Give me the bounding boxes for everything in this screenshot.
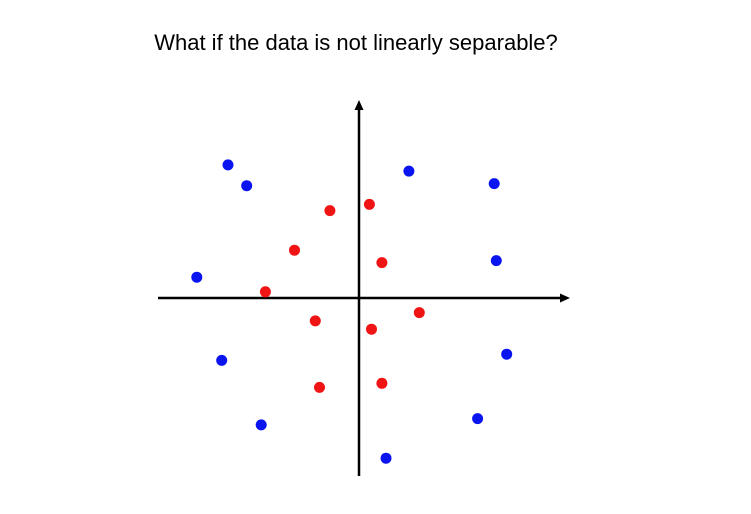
red-point <box>289 244 300 256</box>
red-point <box>309 315 321 327</box>
axes <box>158 100 570 476</box>
red-point <box>324 205 336 217</box>
y-axis-arrowhead <box>354 100 364 110</box>
blue-point <box>490 255 502 267</box>
blue-point <box>191 271 203 283</box>
red-point <box>376 377 388 389</box>
red-point <box>376 257 388 269</box>
red-point <box>366 323 377 335</box>
blue-point <box>216 354 228 366</box>
x-axis-arrowhead <box>560 293 570 303</box>
red-point <box>363 198 375 210</box>
blue-point <box>472 413 484 425</box>
data-points <box>191 159 513 464</box>
slide-title: What if the data is not linearly separab… <box>154 30 558 55</box>
red-point <box>259 286 271 298</box>
blue-point <box>488 178 500 190</box>
blue-point <box>241 180 253 192</box>
blue-point <box>403 165 415 177</box>
blue-point <box>255 419 267 431</box>
blue-point <box>222 159 234 171</box>
red-point <box>413 307 425 319</box>
blue-point <box>501 348 513 360</box>
red-point <box>314 381 325 393</box>
blue-point <box>380 452 392 464</box>
